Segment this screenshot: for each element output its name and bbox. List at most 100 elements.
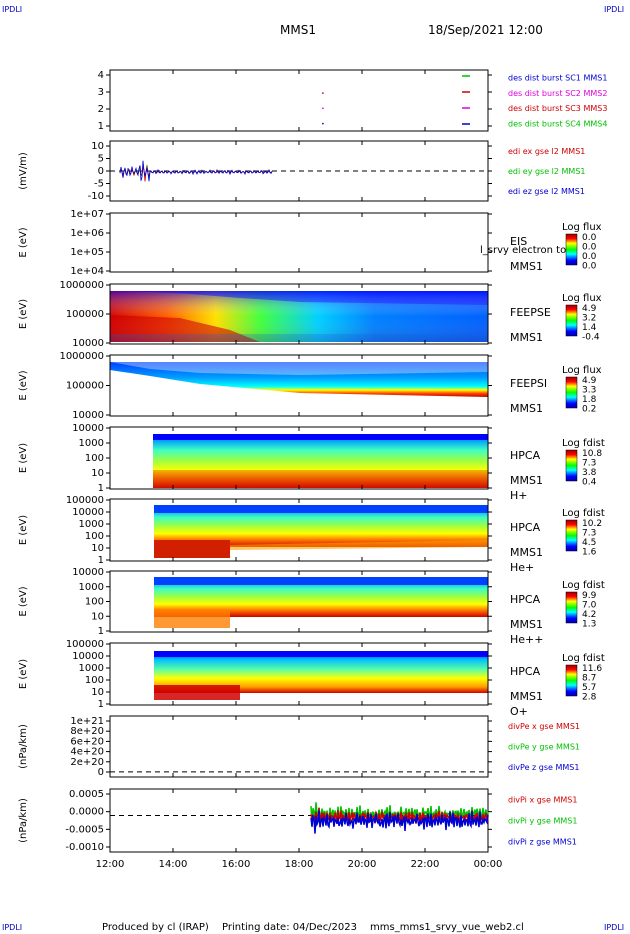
ytick-label: -5 — [94, 179, 104, 190]
panel-side-label: HPCA — [510, 593, 541, 606]
corner-label-bottom-right: IPDLI — [604, 923, 624, 932]
legend-entry: des dist burst SC4 MMS4 — [508, 119, 607, 128]
multi-panel-plot: IPDLI IPDLI MMS1 18/Sep/2021 12:00 IPDLI… — [0, 0, 630, 934]
ylabel-feeps-i: E (eV) — [18, 370, 29, 400]
ytick-label: 0 — [98, 166, 104, 177]
panel-side-label: He++ — [510, 633, 543, 646]
xtick-label: 22:00 — [411, 859, 440, 870]
ytick-label: -10 — [88, 191, 104, 202]
colorbar-tick: 1.4 — [582, 323, 597, 333]
panel-side-label: HPCA — [510, 449, 541, 462]
ytick-label: 100000 — [66, 495, 104, 506]
colorbar-tick: 4.9 — [582, 304, 597, 314]
xtick-label: 14:00 — [159, 859, 188, 870]
hpca-he2-spectrogram — [154, 577, 488, 628]
ytick-label: 1000000 — [59, 351, 104, 362]
colorbar-tick: 4.2 — [582, 610, 596, 620]
ytick-label: 1000 — [79, 519, 104, 530]
colorbar-tick: 1.3 — [582, 620, 596, 630]
legend-entry: divPe z gse MMS1 — [508, 763, 579, 772]
panel-side-label: MMS1 — [510, 260, 543, 273]
date-time: 18/Sep/2021 12:00 — [428, 23, 543, 37]
ytick-label: 3 — [98, 87, 104, 98]
ytick-label: 100000 — [66, 381, 104, 392]
xtick-label: 20:00 — [348, 859, 377, 870]
ytick-label: 1 — [98, 121, 104, 132]
footer-produced-by: Produced by cl (IRAP) — [102, 922, 209, 933]
panel-side-label: MMS1 — [510, 331, 543, 344]
colorbar-tick: 2.8 — [582, 693, 597, 703]
ytick-label: 100 — [85, 531, 104, 542]
panel-side-label: FEEPSI — [510, 377, 547, 390]
ytick-label: 5 — [98, 154, 104, 165]
colorbar-tick: 8.7 — [582, 674, 596, 684]
ytick-label: 2 — [98, 104, 104, 115]
colorbar-tick: 7.0 — [582, 601, 597, 611]
data-point — [322, 123, 324, 125]
ytick-label: 10 — [91, 468, 104, 479]
ytick-label: 100000 — [66, 639, 104, 650]
ytick-label: 1 — [98, 699, 104, 710]
colorbar-tick: 4.9 — [582, 376, 597, 386]
ytick-label: 100000 — [66, 309, 104, 320]
ytick-label: 1e+06 — [70, 228, 104, 239]
colorbar-title: Log flux — [562, 365, 602, 376]
colorbar — [566, 377, 577, 408]
ytick-label: 1000 — [79, 438, 104, 449]
legend-entry: divPe y gse MMS1 — [508, 743, 580, 752]
ytick-label: 1000 — [79, 663, 104, 674]
ytick-label: 10 — [91, 543, 104, 554]
panel-side-label: MMS1 — [510, 690, 543, 703]
ytick-label: 10000 — [72, 423, 104, 434]
data-point — [322, 92, 324, 94]
ytick-label: 100 — [85, 675, 104, 686]
ytick-label: 1 — [98, 555, 104, 566]
panel-frame-eis — [110, 213, 488, 272]
ytick-label: 4 — [98, 70, 104, 81]
colorbar-tick: 0.0 — [582, 262, 597, 272]
panel-eis: 1e+07 1e+06 1e+05 1e+04 E (eV) EIS MMS1 l_srvy … — [18, 209, 602, 277]
ytick-label: 1000000 — [59, 280, 104, 291]
colorbar-tick: 1.6 — [582, 548, 597, 558]
colorbar-title: Log fdist — [562, 438, 605, 449]
panel-side-label: HPCA — [510, 521, 541, 534]
ytick-label: 100 — [85, 597, 104, 608]
legend-entry: divPi y gse MMS1 — [508, 817, 577, 826]
legend-entry: edi ez gse l2 MMS1 — [508, 187, 585, 196]
ytick-label: -0.0005 — [65, 824, 104, 835]
legend-entry: edi ex gse l2 MMS1 — [508, 147, 585, 156]
colorbar-tick: -0.4 — [582, 333, 600, 343]
colorbar-title: Log fdist — [562, 508, 605, 519]
colorbar-tick: 10.8 — [582, 449, 602, 459]
ylabel-divpe: (nPa/km) — [18, 724, 29, 769]
colorbar-tick: 5.7 — [582, 683, 596, 693]
panel-side-label: MMS1 — [510, 618, 543, 631]
panel-side-label: O+ — [510, 705, 528, 718]
ytick-label: 10000 — [72, 410, 104, 421]
colorbar-tick: 9.9 — [582, 591, 597, 601]
colorbar-tick: 3.3 — [582, 386, 596, 396]
colorbar-title: Log fdist — [562, 653, 605, 664]
plot-page: IPDLI IPDLI MMS1 18/Sep/2021 12:00 IPDLI… — [0, 0, 630, 934]
colorbar-tick: 0.0 — [582, 233, 597, 243]
corner-label-top-left: IPDLI — [2, 5, 22, 14]
xtick-label: 18:00 — [285, 859, 314, 870]
colorbar-tick: 7.3 — [582, 459, 596, 469]
ytick-label: 10 — [91, 611, 104, 622]
colorbar-tick: 7.3 — [582, 529, 596, 539]
panel-side-label: MMS1 — [510, 546, 543, 559]
colorbar-tick: 0.0 — [582, 252, 597, 262]
ylabel-divpi: (nPa/km) — [18, 798, 29, 843]
colorbar-tick: 10.2 — [582, 519, 602, 529]
ylabel-eis: E (eV) — [18, 227, 29, 257]
footer-printing-date: Printing date: 04/Dec/2023 — [222, 922, 357, 933]
ytick-label: 1e+05 — [70, 247, 104, 258]
feepsi-spectrogram — [110, 362, 488, 397]
ytick-label: 1 — [98, 626, 104, 637]
panel-side-label: He+ — [510, 561, 534, 574]
ytick-label: 1e+04 — [70, 266, 104, 277]
legend-entry: des dist burst SC3 MMS3 — [508, 104, 607, 113]
colorbar-tick: 4.5 — [582, 538, 596, 548]
panel-side-label: HPCA — [510, 665, 541, 678]
legend-entry: divPi x gse MMS1 — [508, 796, 577, 805]
